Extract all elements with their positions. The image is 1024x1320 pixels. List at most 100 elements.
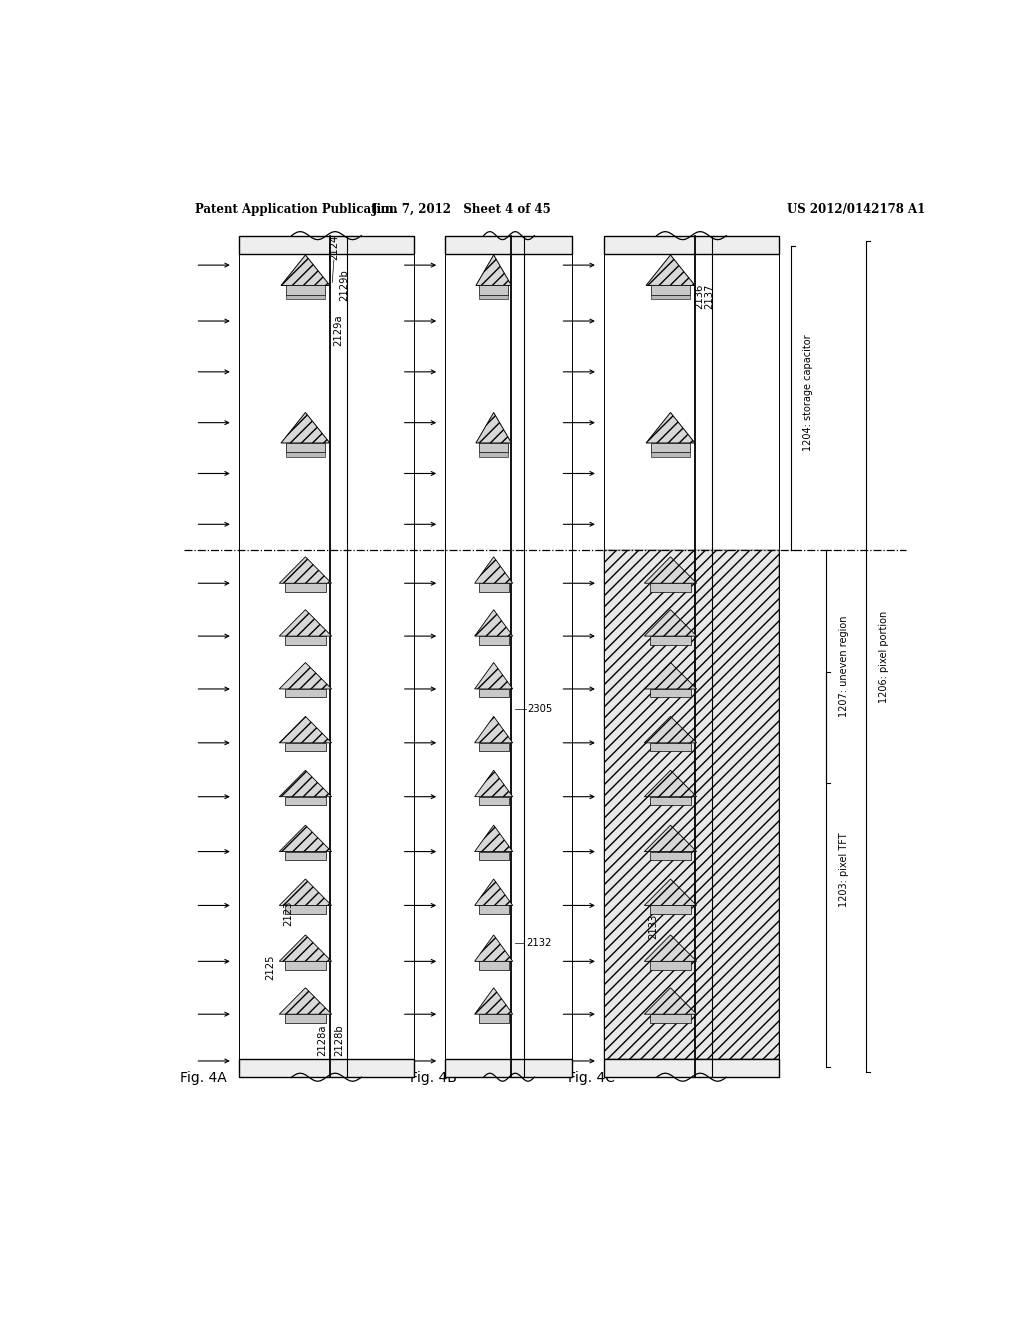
Polygon shape — [644, 663, 696, 689]
Bar — [240, 236, 414, 253]
Bar — [651, 294, 690, 300]
Bar — [479, 1014, 509, 1023]
Polygon shape — [281, 412, 330, 444]
Polygon shape — [644, 987, 696, 1014]
Bar — [479, 906, 509, 913]
Polygon shape — [281, 255, 330, 285]
Polygon shape — [280, 557, 332, 583]
Bar — [285, 1014, 326, 1023]
Bar — [286, 453, 325, 457]
Bar — [240, 253, 414, 1059]
Bar — [445, 1059, 572, 1077]
Polygon shape — [280, 879, 332, 906]
Polygon shape — [644, 610, 696, 636]
Polygon shape — [644, 717, 696, 743]
Polygon shape — [646, 255, 695, 285]
Bar — [650, 583, 691, 591]
Polygon shape — [475, 935, 513, 961]
Text: Fig. 4B: Fig. 4B — [410, 1072, 457, 1085]
Bar — [650, 1014, 691, 1023]
Polygon shape — [646, 412, 695, 444]
Bar — [604, 236, 778, 253]
Text: 2124: 2124 — [329, 235, 339, 260]
Bar — [479, 689, 509, 697]
Bar — [285, 961, 326, 970]
Bar — [604, 253, 778, 549]
Bar — [285, 689, 326, 697]
Bar — [285, 743, 326, 751]
Bar — [445, 253, 572, 1059]
Text: 2137: 2137 — [705, 284, 714, 309]
Text: 1204: storage capacitor: 1204: storage capacitor — [803, 334, 813, 451]
Text: 1206: pixel portion: 1206: pixel portion — [879, 610, 889, 702]
Bar — [604, 1059, 778, 1077]
Bar — [286, 294, 325, 300]
Polygon shape — [280, 987, 332, 1014]
Text: Fig. 4A: Fig. 4A — [179, 1072, 226, 1085]
Bar — [240, 1059, 414, 1077]
Polygon shape — [280, 663, 332, 689]
Polygon shape — [280, 825, 332, 851]
Bar — [479, 285, 508, 294]
Bar — [445, 236, 572, 253]
Polygon shape — [644, 557, 696, 583]
Polygon shape — [475, 610, 513, 636]
Bar — [285, 851, 326, 861]
Bar — [651, 285, 690, 294]
Text: 1203: pixel TFT: 1203: pixel TFT — [839, 832, 849, 907]
Bar — [650, 636, 691, 644]
Bar — [479, 444, 508, 453]
Bar — [285, 636, 326, 644]
Bar — [650, 743, 691, 751]
Bar — [479, 636, 509, 644]
Polygon shape — [476, 255, 511, 285]
Bar — [650, 797, 691, 805]
Polygon shape — [280, 935, 332, 961]
Text: US 2012/0142178 A1: US 2012/0142178 A1 — [786, 203, 925, 216]
Polygon shape — [475, 879, 513, 906]
Bar — [479, 851, 509, 861]
Text: Patent Application Publication: Patent Application Publication — [196, 203, 398, 216]
Bar — [650, 689, 691, 697]
Polygon shape — [476, 412, 511, 444]
Polygon shape — [475, 717, 513, 743]
Bar — [650, 906, 691, 913]
Polygon shape — [644, 771, 696, 797]
Bar — [285, 906, 326, 913]
Bar — [479, 453, 508, 457]
Polygon shape — [280, 610, 332, 636]
Bar — [650, 851, 691, 861]
Text: 2129a: 2129a — [333, 314, 343, 346]
Bar — [604, 549, 778, 1059]
Polygon shape — [644, 825, 696, 851]
Bar — [651, 453, 690, 457]
Polygon shape — [475, 663, 513, 689]
Bar — [285, 797, 326, 805]
Text: 2123: 2123 — [283, 900, 293, 925]
Polygon shape — [644, 935, 696, 961]
Polygon shape — [644, 879, 696, 906]
Polygon shape — [475, 557, 513, 583]
Text: 2133: 2133 — [648, 913, 658, 939]
Polygon shape — [475, 825, 513, 851]
Polygon shape — [280, 717, 332, 743]
Bar — [651, 444, 690, 453]
Text: Jun. 7, 2012   Sheet 4 of 45: Jun. 7, 2012 Sheet 4 of 45 — [372, 203, 551, 216]
Bar — [479, 961, 509, 970]
Bar — [286, 444, 325, 453]
Bar — [479, 743, 509, 751]
Text: 2125: 2125 — [265, 954, 275, 979]
Bar — [286, 285, 325, 294]
Text: 2129b: 2129b — [339, 269, 349, 301]
Polygon shape — [280, 771, 332, 797]
Bar — [479, 583, 509, 591]
Bar — [285, 583, 326, 591]
Bar — [479, 294, 508, 300]
Text: 2136: 2136 — [694, 284, 705, 309]
Bar — [479, 797, 509, 805]
Polygon shape — [475, 987, 513, 1014]
Text: 2305: 2305 — [527, 705, 553, 714]
Polygon shape — [475, 771, 513, 797]
Text: 2132: 2132 — [525, 939, 551, 948]
Text: 2128a: 2128a — [317, 1024, 327, 1056]
